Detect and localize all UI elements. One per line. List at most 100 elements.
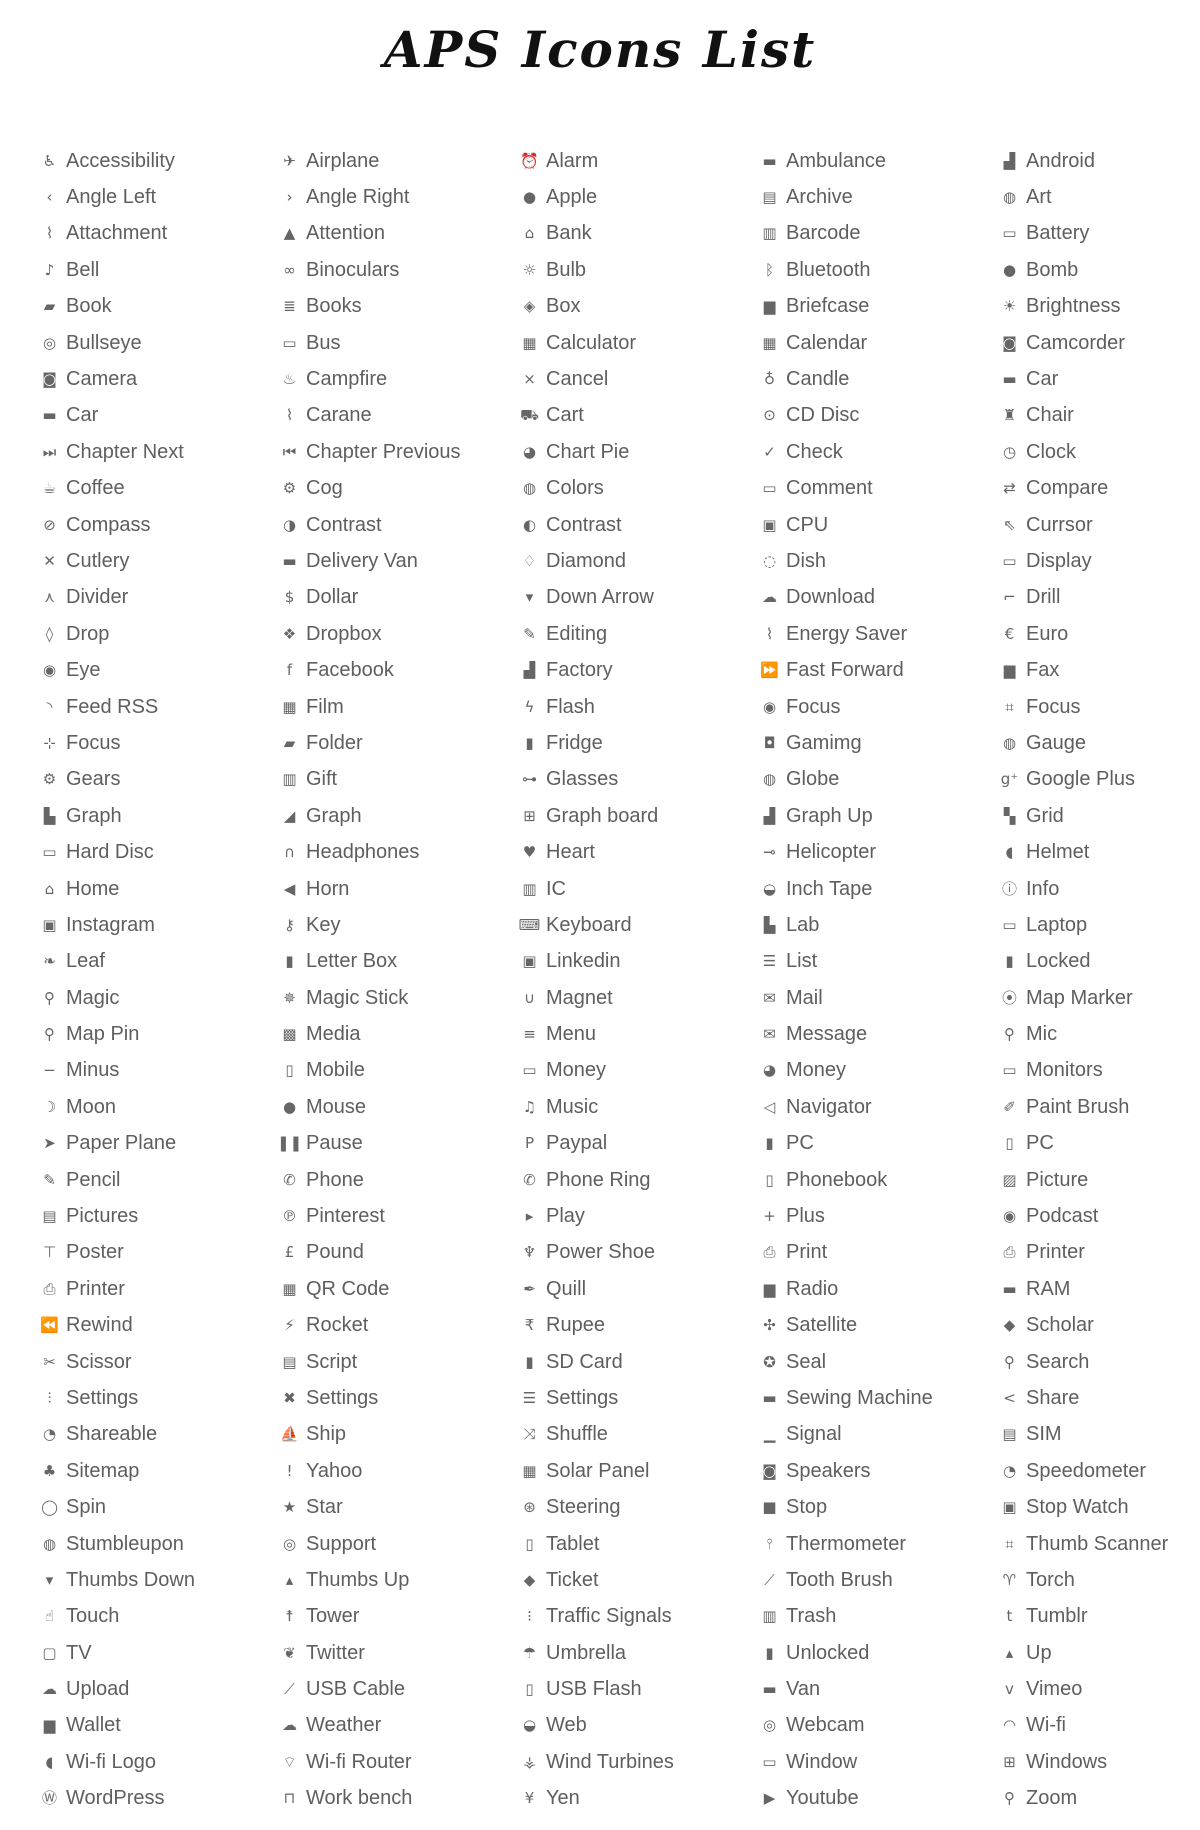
- list-item: ♿ Accessibility: [40, 143, 280, 179]
- list-item: ✓ Check: [760, 434, 1000, 470]
- pc-tower-icon: ▮: [765, 1134, 774, 1153]
- item-label: Settings: [306, 1386, 379, 1409]
- item-label: Map Pin: [66, 1023, 140, 1046]
- list-item: ◉ Eye: [40, 652, 280, 688]
- item-label: Delivery Van: [306, 549, 418, 572]
- item-label: Youtube: [786, 1787, 859, 1810]
- pinterest-icon: ℗: [282, 1207, 297, 1226]
- item-label: Bus: [306, 331, 341, 354]
- item-label: Wi-fi Logo: [66, 1750, 157, 1773]
- wallet-icon: ▆: [43, 1716, 56, 1735]
- item-label: Factory: [546, 659, 613, 682]
- list-item: ◀ Horn: [280, 871, 520, 907]
- map-marker-icon: ⦿: [1001, 988, 1017, 1007]
- list-item: ✵ Magic Stick: [280, 980, 520, 1016]
- tumblr-icon: t: [1006, 1607, 1013, 1626]
- item-label: Folder: [306, 731, 363, 754]
- horn-icon: ◀: [283, 879, 296, 898]
- list-item: ⫶ Settings: [40, 1380, 280, 1416]
- item-label: Instagram: [66, 913, 155, 936]
- gears-icon: ⚙: [42, 770, 57, 789]
- list-item: ◖ Wi-fi Logo: [40, 1744, 280, 1780]
- focus-icon: ⊹: [43, 733, 56, 752]
- list-item: ⌇ Carane: [280, 398, 520, 434]
- attachment-icon: ⌇: [45, 224, 54, 243]
- solar-panel-icon: ▦: [522, 1461, 537, 1480]
- linkedin-icon: ▣: [522, 952, 537, 971]
- gift-icon: ▥: [282, 770, 297, 789]
- item-label: Fridge: [546, 731, 603, 754]
- list-item: P Paypal: [520, 1126, 760, 1162]
- item-label: Traffic Signals: [546, 1605, 672, 1628]
- steering-icon: ⊛: [523, 1498, 536, 1517]
- power-shoe-icon: ♆: [522, 1243, 537, 1262]
- rocket-icon: ⚡: [284, 1316, 295, 1335]
- phone-icon: ✆: [283, 1170, 296, 1189]
- item-label: Play: [546, 1205, 585, 1228]
- item-label: Tablet: [546, 1532, 600, 1555]
- list-item: ◁ Navigator: [760, 1089, 1000, 1125]
- briefcase-icon: ▆: [763, 297, 776, 316]
- list-item: ▁ Signal: [760, 1417, 1000, 1453]
- down-arrow-icon: ▾: [525, 588, 534, 607]
- item-label: Battery: [1026, 222, 1090, 245]
- item-label: Twitter: [306, 1641, 365, 1664]
- item-label: Comment: [786, 477, 873, 500]
- monitors-icon: ▭: [1002, 1061, 1017, 1080]
- list-item: ⌨ Keyboard: [518, 907, 760, 943]
- list-item: ▯ Tablet: [520, 1526, 760, 1562]
- cutlery-icon: ✕: [43, 551, 56, 570]
- item-label: Chapter Next: [66, 440, 184, 463]
- list-item: ◍ Gauge: [1000, 725, 1200, 761]
- item-label: Info: [1026, 877, 1060, 900]
- seal-icon: ✪: [763, 1352, 776, 1371]
- list-item: ★ Star: [280, 1489, 520, 1525]
- item-label: Satellite: [786, 1314, 858, 1337]
- item-label: Headphones: [306, 841, 420, 864]
- item-label: Down Arrow: [546, 586, 654, 609]
- thumbs-down-icon: ▾: [45, 1570, 54, 1589]
- picture-icon: ▨: [1002, 1170, 1017, 1189]
- bulb-icon: ☼: [522, 260, 537, 279]
- list-item: ◉ Podcast: [1000, 1198, 1200, 1234]
- scissor-icon: ✂: [43, 1352, 56, 1371]
- item-label: Tooth Brush: [786, 1568, 893, 1591]
- list-item: ⏰ Alarm: [520, 143, 760, 179]
- candle-icon: ♁: [764, 370, 775, 389]
- list-item: ● Apple: [520, 179, 760, 215]
- item-label: Android: [1026, 149, 1095, 172]
- colors-icon: ◍: [522, 479, 537, 498]
- hard-disc-icon: ▭: [42, 843, 57, 862]
- bluetooth-icon: ᛒ: [764, 260, 774, 279]
- list-item: ✂ Scissor: [40, 1344, 280, 1380]
- list-item: ▰ Folder: [280, 725, 520, 761]
- list-item: ◊ Drop: [40, 616, 280, 652]
- item-label: Zoom: [1026, 1787, 1078, 1810]
- list-item: ❧ Leaf: [40, 944, 280, 980]
- wordpress-icon: Ⓦ: [41, 1789, 57, 1808]
- item-label: Weather: [306, 1714, 382, 1737]
- list-item: ⏮ Chapter Previous: [280, 434, 520, 470]
- list-item: ♢ Diamond: [520, 543, 760, 579]
- qr-code-icon: ▦: [282, 1279, 297, 1298]
- list-item: ⚶ Wind Turbines: [520, 1744, 760, 1780]
- item-label: USB Flash: [546, 1678, 642, 1701]
- list-item: v Vimeo: [1000, 1671, 1200, 1707]
- home-icon: ⌂: [44, 879, 55, 898]
- item-label: Sitemap: [66, 1459, 140, 1482]
- item-label: Phone: [306, 1168, 364, 1191]
- keyboard-icon: ⌨: [518, 915, 541, 934]
- list-item: ♪ Bell: [40, 252, 280, 288]
- list-item: ▲ Attention: [280, 216, 520, 252]
- item-label: Yen: [546, 1787, 580, 1810]
- facebook-icon: f: [286, 661, 293, 680]
- barcode-icon: ▥: [762, 224, 777, 243]
- item-label: Van: [786, 1678, 821, 1701]
- letter-box-icon: ▮: [285, 952, 294, 971]
- mic-icon: ⚲: [1004, 1025, 1015, 1044]
- list-item: ◢ Graph: [280, 798, 520, 834]
- list-item: ▬ Ambulance: [760, 143, 1000, 179]
- radio-icon: ▆: [763, 1279, 776, 1298]
- item-label: Angle Left: [66, 186, 157, 209]
- item-label: Seal: [786, 1350, 827, 1373]
